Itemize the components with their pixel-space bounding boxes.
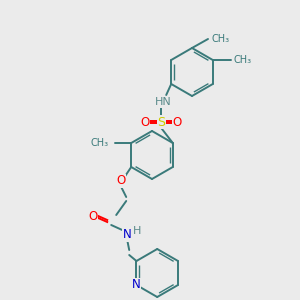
Text: S: S [157, 116, 165, 128]
Text: CH₃: CH₃ [234, 55, 252, 65]
Text: O: O [172, 116, 182, 128]
Text: O: O [141, 116, 150, 128]
Text: H: H [133, 226, 141, 236]
Text: HN: HN [155, 97, 172, 107]
Text: N: N [132, 278, 141, 292]
Text: O: O [117, 175, 126, 188]
Text: CH₃: CH₃ [211, 34, 229, 44]
Text: CH₃: CH₃ [90, 138, 108, 148]
Text: O: O [88, 211, 98, 224]
Text: N: N [123, 229, 132, 242]
